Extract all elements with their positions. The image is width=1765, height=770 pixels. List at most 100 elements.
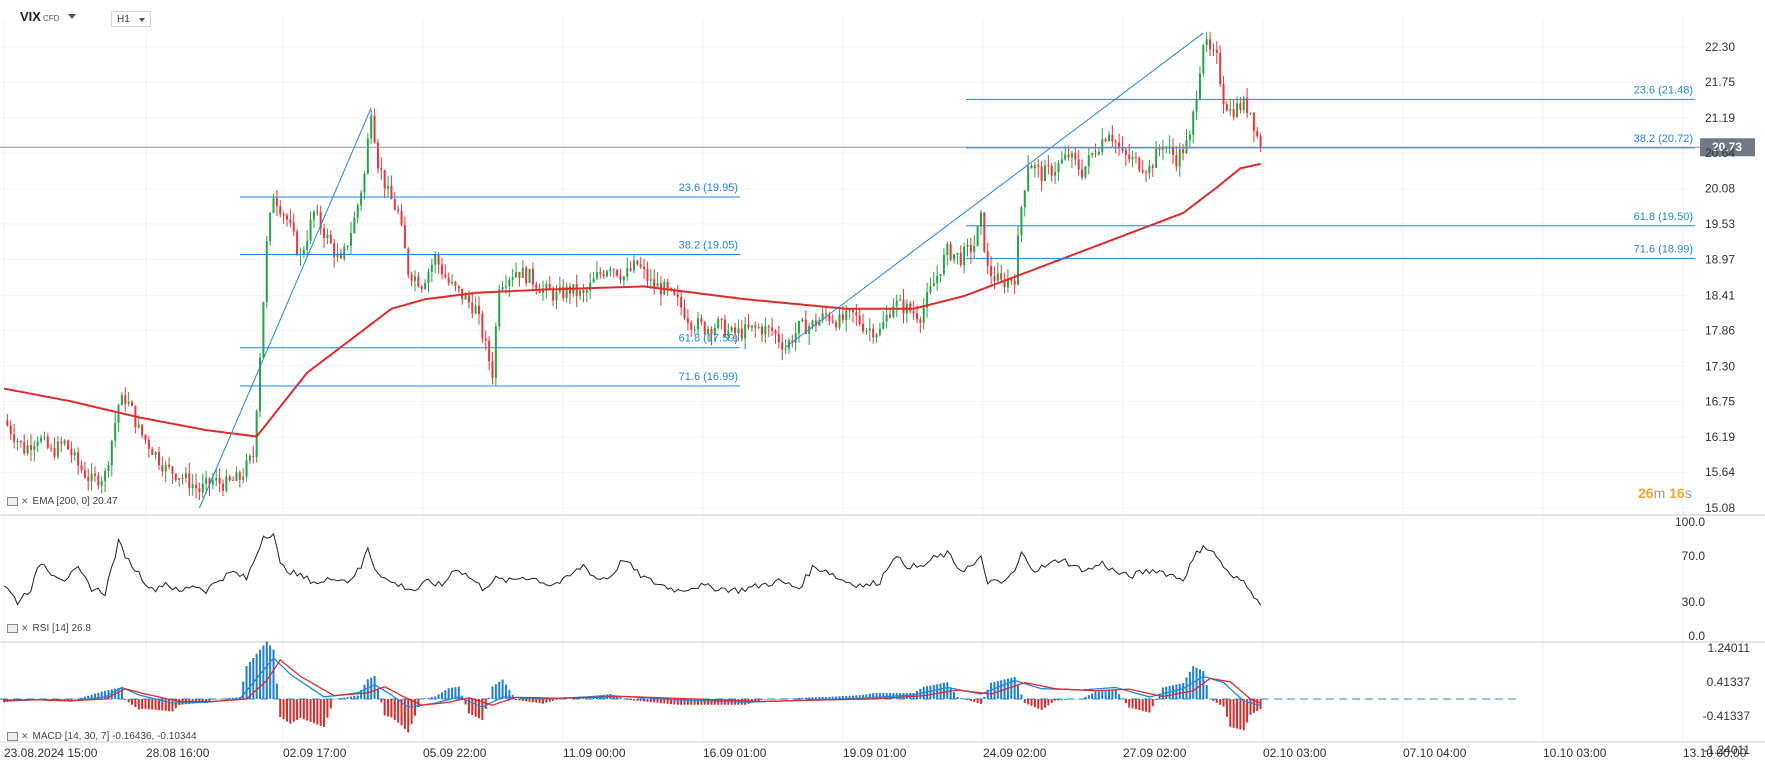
indicator-settings-icon[interactable] xyxy=(7,623,18,633)
candle-body xyxy=(922,307,925,323)
macd-histogram-bar xyxy=(926,686,929,699)
candle-body xyxy=(181,477,184,479)
countdown-minutes: 26 xyxy=(1638,485,1654,501)
macd-histogram-bar xyxy=(360,690,363,699)
close-icon[interactable]: ✕ xyxy=(21,731,29,741)
macd-histogram-bar xyxy=(680,699,683,705)
candle-body xyxy=(582,290,585,293)
x-tick-label: 13.10 00:00 xyxy=(1683,746,1747,760)
candle-body xyxy=(1050,165,1053,176)
macd-histogram-bar xyxy=(397,699,400,723)
timeframe-label: H1 xyxy=(117,14,130,25)
candle-body xyxy=(845,310,848,321)
macd-legend[interactable]: ✕ MACD [14, 30, 7] -0.16436, -0.10344 xyxy=(7,731,197,742)
candle-body xyxy=(616,269,619,276)
fib-level-label: 71.6 (18.99) xyxy=(1634,243,1693,255)
candle-body xyxy=(764,326,767,335)
macd-histogram-bar xyxy=(808,697,811,699)
fib-level-label: 38.2 (20.72) xyxy=(1634,133,1693,145)
macd-histogram-bar xyxy=(215,699,218,700)
indicator-settings-icon[interactable] xyxy=(7,496,18,506)
candle-body xyxy=(851,310,854,313)
candle-body xyxy=(272,198,275,214)
macd-histogram-bar xyxy=(828,696,831,699)
candle-body xyxy=(949,243,952,260)
macd-histogram-bar xyxy=(467,699,470,714)
close-icon[interactable]: ✕ xyxy=(21,623,29,633)
price-pane[interactable]: 23.6 (19.95) 38.2 (19.05) 61.8 (17.59) 71.6… xyxy=(0,31,1755,509)
y-tick-label: 17.30 xyxy=(1705,359,1735,373)
candle-body xyxy=(232,479,235,481)
ema-legend[interactable]: ✕ EMA [200, 0] 20.47 xyxy=(7,496,118,507)
macd-histogram-bar xyxy=(211,699,214,700)
candle-body xyxy=(821,313,824,321)
symbol-selector[interactable]: VIX CFD xyxy=(20,9,59,24)
candle-body xyxy=(872,328,875,338)
macd-histogram-bar xyxy=(663,699,666,704)
x-tick-label: 02.10 03:00 xyxy=(1263,746,1327,760)
macd-histogram-bar xyxy=(262,645,265,699)
candle-body xyxy=(120,395,123,406)
macd-histogram-bar xyxy=(410,699,413,725)
macd-histogram-bar xyxy=(1013,676,1016,699)
candle-body xyxy=(363,173,366,193)
macd-histogram-bar xyxy=(141,699,144,710)
macd-histogram-bar xyxy=(326,699,329,718)
macd-histogram-bar xyxy=(1101,691,1104,699)
candle-body xyxy=(673,289,676,295)
macd-histogram-bar xyxy=(151,699,154,710)
macd-histogram-bar xyxy=(676,699,679,705)
macd-histogram-bar xyxy=(643,699,646,702)
candle-body xyxy=(262,301,265,358)
candle-body xyxy=(1128,154,1131,160)
candle-body xyxy=(794,333,797,343)
candle-body xyxy=(528,268,531,283)
macd-histogram-bar xyxy=(161,699,164,711)
candle-body xyxy=(1202,45,1205,74)
macd-histogram-bar xyxy=(454,687,457,699)
indicator-settings-icon[interactable] xyxy=(7,731,18,741)
macd-histogram-bar xyxy=(656,699,659,703)
macd-histogram-bar xyxy=(117,687,120,699)
macd-histogram-bar xyxy=(622,698,625,700)
macd-histogram-bar xyxy=(915,690,918,699)
macd-pane[interactable] xyxy=(0,641,1520,733)
candle-body xyxy=(329,234,332,244)
macd-histogram-bar xyxy=(478,699,481,719)
rsi-pane[interactable] xyxy=(3,532,1262,606)
candle-body xyxy=(1033,165,1036,169)
candle-body xyxy=(771,327,774,332)
candle-body xyxy=(1249,112,1252,114)
candle-body xyxy=(1195,99,1198,112)
candle-body xyxy=(147,439,150,449)
macd-histogram-bar xyxy=(1124,699,1127,704)
candle-body xyxy=(306,240,309,251)
candle-body xyxy=(1252,112,1255,132)
macd-histogram-bar xyxy=(434,696,437,699)
macd-histogram-bar xyxy=(144,699,147,709)
macd-histogram-bar xyxy=(693,699,696,705)
rsi-legend[interactable]: ✕ RSI [14] 26.8 xyxy=(7,623,91,634)
candle-body xyxy=(343,246,346,259)
candle-body xyxy=(777,334,780,343)
timeframe-selector[interactable]: H1 xyxy=(111,11,151,27)
close-icon[interactable]: ✕ xyxy=(21,496,29,506)
candle-body xyxy=(1084,166,1087,178)
candle-body xyxy=(892,306,895,318)
macd-histogram-bar xyxy=(1182,683,1185,699)
x-tick-label: 19.09 01:00 xyxy=(843,746,907,760)
chevron-down-icon[interactable] xyxy=(68,14,76,19)
candle-body xyxy=(1006,279,1009,288)
macd-histogram-bar xyxy=(80,697,83,699)
candle-body xyxy=(296,231,299,255)
candle-body xyxy=(1232,109,1235,117)
macd-histogram-bar xyxy=(248,661,251,699)
macd-histogram-bar xyxy=(949,687,952,699)
macd-histogram-bar xyxy=(349,696,353,699)
candle-body xyxy=(609,269,612,272)
candle-body xyxy=(1000,273,1003,280)
candle-body xyxy=(750,325,753,328)
candle-body xyxy=(828,314,831,322)
candle-body xyxy=(356,205,359,218)
